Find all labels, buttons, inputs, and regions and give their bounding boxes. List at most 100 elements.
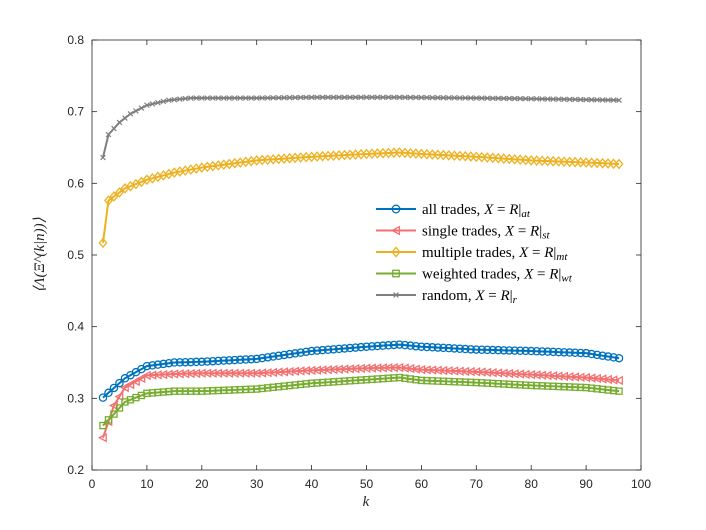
data-point-x	[544, 96, 551, 102]
data-point-circle	[455, 344, 465, 353]
data-point-x	[522, 95, 529, 102]
data-point-x	[281, 94, 287, 101]
data-point-x-stroke	[544, 96, 551, 102]
data-point-x	[369, 94, 375, 101]
data-point-diamond	[554, 156, 564, 167]
data-point-x-stroke	[407, 94, 414, 101]
data-point-x-stroke	[155, 99, 161, 106]
data-point-x	[325, 94, 331, 101]
data-point-circle	[285, 349, 294, 359]
legend-label-part: R	[499, 288, 509, 304]
data-point-x	[495, 95, 502, 102]
legend-label-part: X	[504, 224, 515, 240]
data-point-x-stroke	[522, 95, 529, 102]
data-point-x-stroke	[220, 95, 227, 101]
data-point-circle	[494, 345, 503, 355]
data-point-circle	[576, 348, 585, 358]
data-point-diamond	[466, 151, 476, 162]
data-point-x-stroke	[198, 95, 205, 101]
data-point-x-stroke	[275, 94, 282, 101]
data-point-x	[555, 96, 562, 103]
y-tick-label: 0.7	[67, 105, 84, 119]
x-tick-label: 50	[360, 477, 374, 491]
legend-label-part: =	[514, 224, 530, 240]
data-point-circle	[153, 360, 163, 369]
data-point-x-stroke	[259, 95, 266, 101]
data-point-x	[506, 95, 513, 102]
data-point-x	[133, 108, 139, 114]
y-tick-label: 0.3	[67, 391, 84, 405]
data-point-x	[572, 96, 578, 103]
data-point-circle	[587, 349, 596, 359]
data-point-x-stroke	[369, 94, 375, 101]
data-point-x	[204, 95, 211, 101]
legend-label-part: |	[510, 288, 513, 304]
data-point-x	[105, 131, 112, 138]
legend-label: single trades, X = R|st	[422, 224, 551, 242]
data-point-x-stroke	[418, 94, 425, 101]
legend-label-part: R	[548, 267, 558, 283]
data-point-x-stroke	[495, 95, 502, 102]
data-point-x-stroke	[204, 95, 211, 101]
data-point-x-stroke	[242, 95, 249, 101]
data-point-x	[566, 96, 573, 103]
data-point-x	[467, 95, 474, 101]
data-point-circle	[104, 388, 113, 398]
data-point-diamond	[422, 148, 432, 160]
data-point-circle	[389, 340, 399, 350]
data-point-x-stroke	[314, 94, 320, 101]
ticks-layer	[91, 39, 642, 471]
data-point-diamond	[444, 150, 454, 161]
data-point-x-stroke	[424, 94, 430, 101]
legend-label-part: =	[528, 245, 544, 261]
data-point-x-stroke	[473, 95, 480, 101]
data-point-x	[533, 96, 540, 102]
legend-label-part: X	[474, 288, 485, 304]
legend-label-part: st	[542, 230, 550, 242]
data-point-x-stroke	[451, 95, 458, 101]
data-point-x-stroke	[226, 95, 233, 101]
legend-label-part: R	[508, 202, 518, 218]
data-point-x-stroke	[478, 95, 485, 101]
data-point-circle	[433, 343, 443, 352]
data-point-x-stroke	[380, 94, 386, 101]
data-point-x	[198, 95, 205, 101]
x-tick-label: 60	[415, 477, 429, 491]
legend-label-part: |	[553, 245, 556, 261]
data-point-circle	[279, 350, 289, 360]
data-point-diamond	[598, 157, 608, 169]
data-point-x-stroke	[396, 94, 403, 101]
data-point-square	[99, 421, 107, 430]
data-point-diamond	[411, 148, 421, 159]
data-point-triangle	[614, 375, 623, 386]
data-point-x-stroke	[588, 96, 595, 103]
legend-label-part: random,	[422, 288, 475, 304]
y-tick-label: 0.6	[67, 176, 84, 190]
data-point-x	[539, 96, 546, 102]
data-point-diamond	[592, 157, 602, 169]
data-point-x	[605, 97, 611, 103]
data-point-x-stroke	[116, 119, 123, 126]
data-point-x-stroke	[215, 95, 222, 101]
data-point-diamond	[504, 153, 514, 165]
data-point-diamond	[614, 158, 624, 170]
data-point-circle	[230, 355, 239, 365]
data-point-x-stroke	[385, 94, 392, 101]
data-point-diamond	[521, 154, 531, 166]
x-tick-label: 10	[140, 477, 154, 491]
data-point-x	[363, 94, 370, 101]
data-point-diamond	[449, 150, 459, 162]
data-point-x-stroke	[171, 96, 178, 103]
data-point-x-stroke	[610, 97, 617, 103]
y-tick-label: 0.2	[67, 463, 84, 477]
data-point-circle	[334, 344, 344, 354]
data-point-x	[160, 98, 167, 105]
data-point-circle	[351, 343, 360, 352]
data-point-x	[393, 292, 399, 298]
data-point-x	[171, 96, 178, 103]
data-point-x	[616, 97, 622, 104]
data-point-diamond	[416, 148, 426, 160]
data-point-diamond	[405, 147, 415, 159]
data-point-circle	[241, 355, 250, 364]
data-point-x	[237, 95, 244, 101]
